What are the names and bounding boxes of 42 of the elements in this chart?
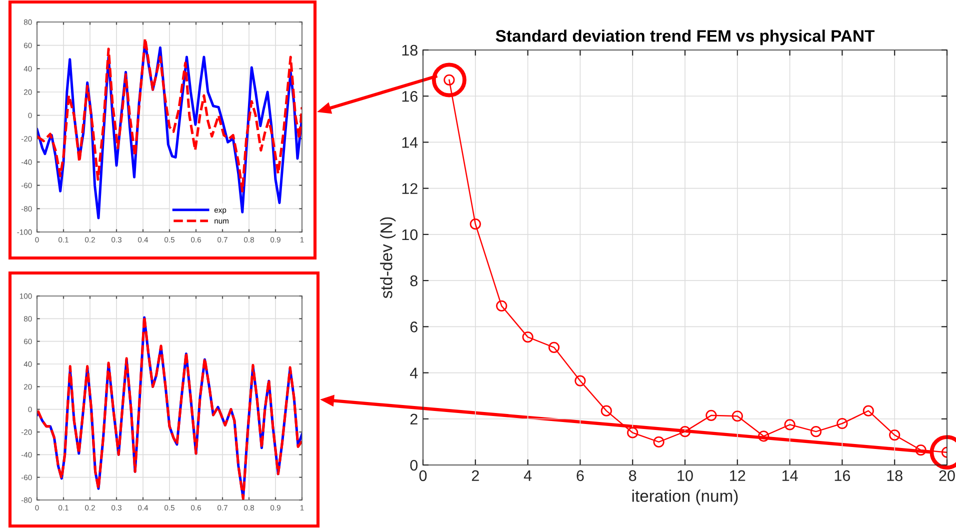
x-tick-label: 18 [887, 470, 902, 482]
point [653, 436, 664, 448]
y-tick-label: 12 [402, 183, 418, 194]
point [548, 342, 560, 353]
y-axis-title: std-dev (N) [380, 217, 396, 298]
x-tick-label: 2 [472, 470, 479, 481]
y-tick-label: 0 [410, 460, 418, 471]
point [810, 426, 822, 438]
y-tick-label: 16 [402, 90, 418, 102]
line-series [37, 37, 302, 192]
point [758, 430, 770, 442]
point [915, 444, 926, 456]
x-tick-label: 4 [524, 470, 532, 481]
y-tick-label: 8 [410, 275, 418, 286]
point [600, 405, 612, 416]
x-tick-label: 12 [730, 470, 746, 481]
point [862, 405, 874, 416]
point [889, 429, 900, 441]
x-tick-label: 0 [419, 470, 427, 482]
x-tick-label: 16 [834, 470, 850, 482]
point [784, 419, 796, 430]
x-tick-label: 6 [576, 470, 584, 482]
point [574, 375, 586, 386]
point [732, 410, 743, 422]
x-tick-label: 8 [629, 470, 636, 482]
point [496, 300, 508, 312]
y-tick-label: 4 [410, 368, 418, 378]
y-tick-label: 14 [402, 137, 418, 148]
x-tick-label: 10 [678, 470, 693, 482]
point [470, 218, 481, 230]
x-tick-label: 14 [782, 470, 798, 481]
point [627, 427, 638, 438]
y-tick-label: 18 [402, 44, 418, 56]
y-tick-label: 2 [410, 414, 418, 424]
point [706, 410, 717, 421]
point [522, 331, 534, 343]
chart-title: Standard deviation trend FEM vs physical PANT [496, 30, 875, 46]
x-axis-title: iteration (num) [632, 490, 738, 506]
y-tick-label: 6 [410, 322, 418, 332]
point [679, 426, 691, 438]
point [836, 418, 848, 430]
x-tick-label: 20 [939, 470, 955, 482]
